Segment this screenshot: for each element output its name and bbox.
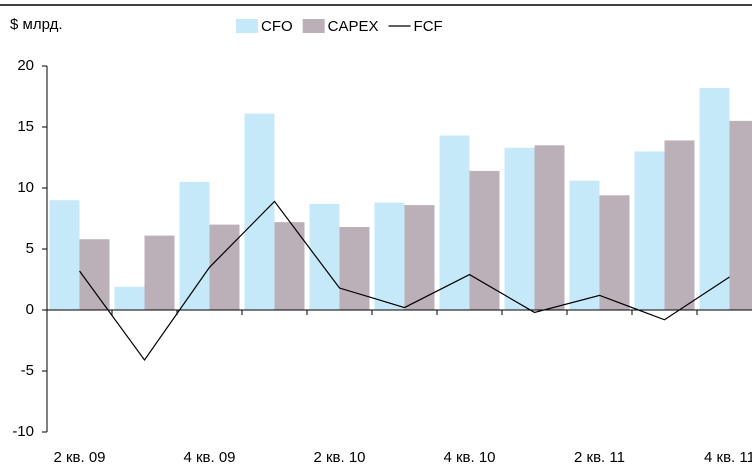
bar <box>244 113 275 310</box>
bar <box>79 239 110 310</box>
bar <box>439 135 470 310</box>
bar <box>469 170 500 310</box>
y-tick-label: 20 <box>17 57 34 74</box>
bar <box>534 145 565 310</box>
bar <box>49 200 80 310</box>
y-tick-label: 15 <box>17 118 34 135</box>
bar <box>144 235 175 310</box>
legend-label: FCF <box>414 18 443 35</box>
x-tick-label: 4 кв. 11 <box>704 449 752 466</box>
bar <box>179 181 210 310</box>
x-tick-label: 2 кв. 11 <box>574 449 625 466</box>
bar <box>209 224 240 310</box>
x-tick-label: 4 кв. 10 <box>443 449 495 466</box>
fcf-line <box>79 200 730 362</box>
bar <box>114 286 145 310</box>
y-axis-label: $ млрд. <box>10 16 63 33</box>
bar <box>699 87 730 311</box>
y-tick-label: -5 <box>21 362 34 379</box>
x-tick-label: 2 кв. 09 <box>53 449 105 466</box>
y-tick-label: 10 <box>17 179 34 196</box>
bar <box>504 147 535 310</box>
legend-swatch <box>302 19 325 33</box>
bar <box>729 120 752 311</box>
bar <box>599 195 630 310</box>
legend-swatch <box>236 19 258 33</box>
bar <box>569 180 600 310</box>
bar <box>404 205 435 310</box>
bar <box>309 203 340 310</box>
y-tick-label: 0 <box>26 301 34 318</box>
y-tick-label: -10 <box>12 423 34 440</box>
bar <box>664 140 695 310</box>
bar <box>339 227 370 310</box>
legend-label: CAPEX <box>328 18 379 35</box>
bar <box>274 222 305 310</box>
bar <box>634 151 665 310</box>
legend-label: CFO <box>261 18 293 35</box>
bar <box>374 202 405 310</box>
y-tick-label: 5 <box>26 240 34 257</box>
x-tick-label: 4 кв. 09 <box>183 449 235 466</box>
x-tick-label: 2 кв. 10 <box>313 449 365 466</box>
